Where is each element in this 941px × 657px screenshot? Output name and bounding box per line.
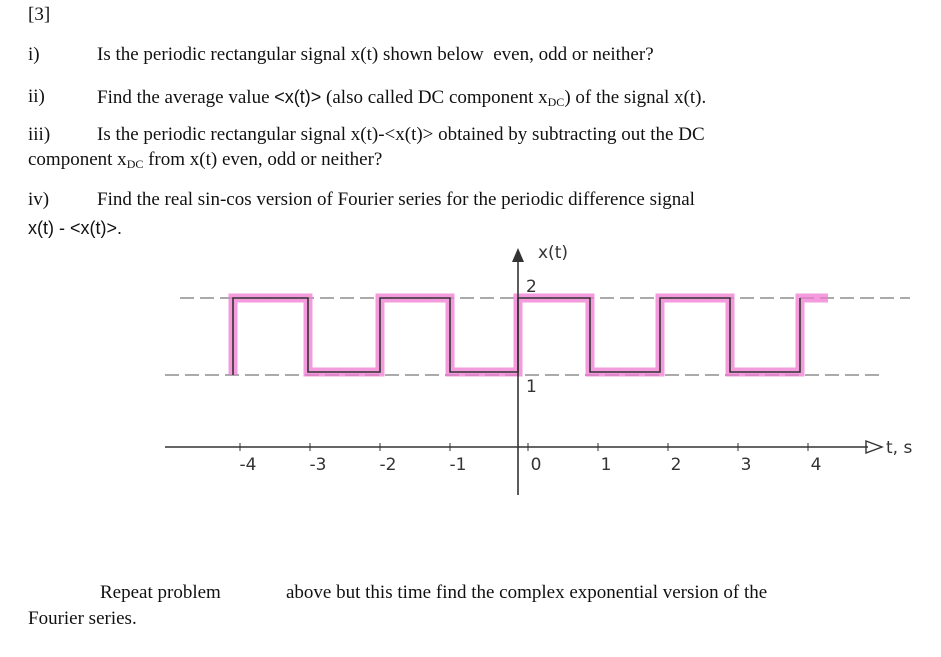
tick-label: -4 (240, 455, 257, 475)
item-text: Is the periodic rectangular signal x(t)-… (97, 124, 705, 145)
subscript: DC (547, 95, 565, 109)
tick-label: 1 (601, 455, 612, 475)
item-label: iii) (28, 124, 51, 145)
y-axis-label: x(t) (538, 243, 568, 263)
tick-label: 0 (531, 455, 542, 475)
item-text: Find the real sin-cos version of Fourier… (97, 189, 695, 210)
tick-label: -3 (310, 455, 327, 475)
text: from x(t) even, odd or neither? (143, 149, 383, 170)
tick-label: -1 (450, 455, 467, 475)
ticks: -4 -3 -2 -1 0 1 2 3 4 (239, 443, 822, 475)
signal-highlight (228, 293, 828, 377)
item-text: Find the average value <x(t)> (also call… (97, 86, 706, 113)
footer-text: above but this time find the complex exp… (286, 582, 768, 603)
text: Find the average value (97, 87, 275, 108)
text: component x (28, 149, 127, 170)
tick-label: -2 (380, 455, 397, 475)
tick-label: 4 (811, 455, 822, 475)
arrow (512, 248, 524, 262)
item-text: x(t) - <x(t)>. (28, 218, 122, 238)
item-label: iv) (28, 189, 50, 210)
tick-label: 2 (671, 455, 682, 475)
subscript: DC (126, 157, 144, 171)
arrow (865, 439, 884, 455)
level-label: 1 (526, 377, 537, 397)
item-text: Is the periodic rectangular signal x(t) … (97, 44, 654, 65)
footer-text: Repeat problem (100, 582, 221, 603)
item-text: component xDC from x(t) even, odd or nei… (28, 149, 382, 175)
text: <x(t)> (274, 87, 322, 107)
item-label: i) (28, 44, 40, 65)
text: ) of the signal x(t). (564, 87, 707, 108)
level-label: 2 (526, 277, 537, 297)
x-axis-label: t, s (886, 438, 912, 458)
problem-number: [3] (28, 4, 51, 25)
item-label: ii) (28, 86, 45, 107)
tick-label: 3 (741, 455, 752, 475)
text: (also called DC component x (321, 87, 548, 108)
footer-text: Fourier series. (28, 608, 137, 629)
